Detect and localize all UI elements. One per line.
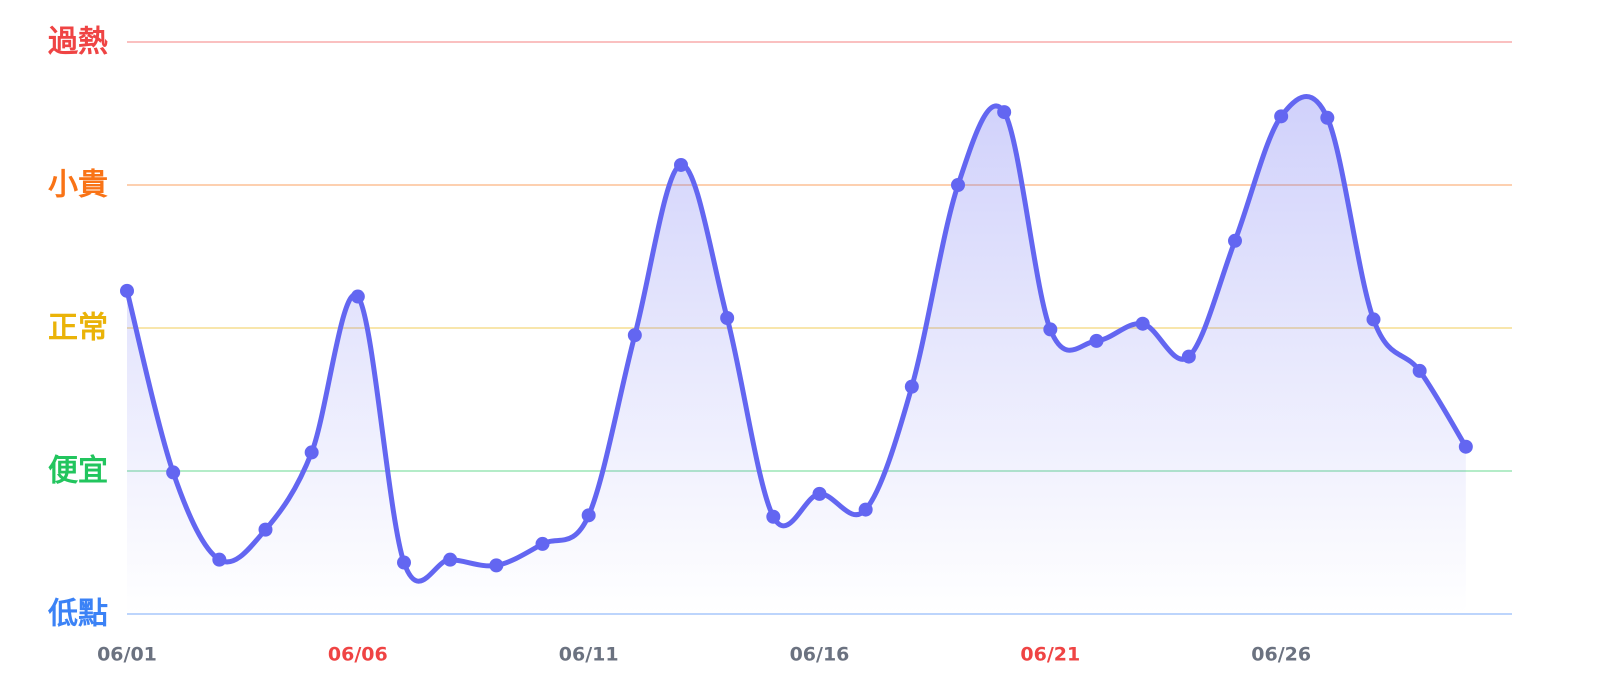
point <box>997 105 1012 120</box>
point <box>120 283 134 298</box>
point <box>489 558 504 573</box>
point <box>397 555 411 570</box>
x-tick-label: 06/16 <box>790 644 850 666</box>
point <box>258 522 273 537</box>
point <box>535 536 550 551</box>
point <box>812 486 827 501</box>
point <box>1366 312 1381 327</box>
point <box>1181 349 1196 364</box>
point <box>1458 439 1473 454</box>
point <box>1089 333 1104 348</box>
x-tick-label: 06/06 <box>328 644 388 666</box>
point <box>627 328 642 343</box>
point <box>350 289 365 304</box>
point <box>212 552 227 567</box>
point <box>166 465 181 480</box>
point <box>1135 316 1150 331</box>
point <box>1043 322 1058 337</box>
point <box>674 157 688 172</box>
x-tick-label: 06/21 <box>1020 644 1080 666</box>
point <box>904 379 919 394</box>
y-tick-label: 便宜 <box>48 454 108 489</box>
point <box>858 502 873 517</box>
y-tick-label: 過熱 <box>48 25 108 60</box>
point <box>951 178 965 192</box>
y-tick-label: 低點 <box>47 597 108 632</box>
point <box>304 445 319 460</box>
area <box>127 96 1466 614</box>
x-tick-label: 06/01 <box>97 644 157 666</box>
y-tick-label: 小貴 <box>48 168 108 203</box>
point <box>766 509 781 524</box>
point <box>1274 109 1289 124</box>
point <box>1412 363 1427 378</box>
point <box>581 508 596 523</box>
point <box>1228 233 1242 248</box>
point <box>443 552 458 567</box>
point <box>1320 110 1335 125</box>
x-tick-label: 06/26 <box>1251 644 1311 666</box>
point <box>720 310 735 325</box>
x-tick-label: 06/11 <box>559 644 619 666</box>
y-tick-label: 正常 <box>48 311 108 346</box>
